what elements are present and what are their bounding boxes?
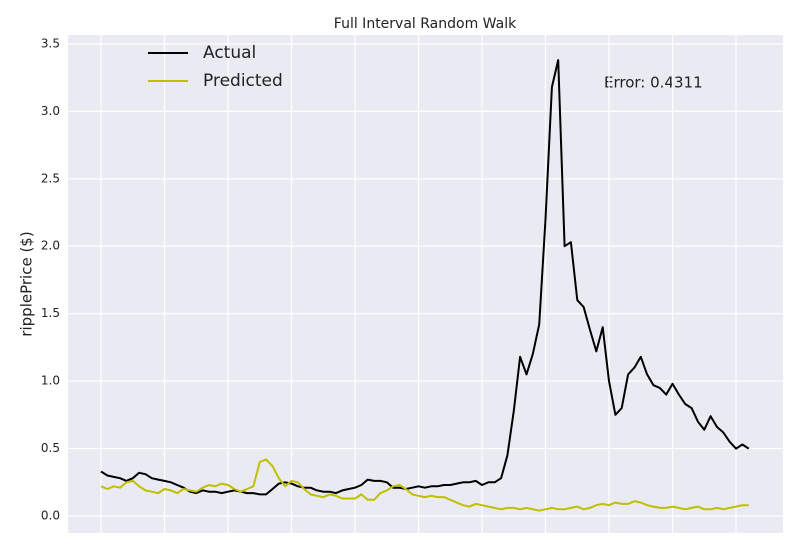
chart-title: Full Interval Random Walk xyxy=(334,16,517,32)
legend-label: Predicted xyxy=(203,71,283,91)
y-tick-label: 1.5 xyxy=(41,306,60,320)
y-tick-label: 0.5 xyxy=(41,441,60,455)
y-tick-label: 0.0 xyxy=(41,509,60,523)
y-tick-label: 3.0 xyxy=(41,104,60,118)
y-tick-label: 2.0 xyxy=(41,239,60,253)
line xyxy=(100,458,749,512)
y-axis-label: ripplePrice ($) xyxy=(18,231,36,336)
line xyxy=(100,59,750,496)
annotation: Error: 0.4311 xyxy=(604,74,703,92)
plot-area xyxy=(68,35,783,533)
y-tick-label: 1.0 xyxy=(41,374,60,388)
y-tick-label: 3.5 xyxy=(41,36,60,50)
y-tick-label: 2.5 xyxy=(41,171,60,185)
legend-label: Actual xyxy=(203,43,256,63)
